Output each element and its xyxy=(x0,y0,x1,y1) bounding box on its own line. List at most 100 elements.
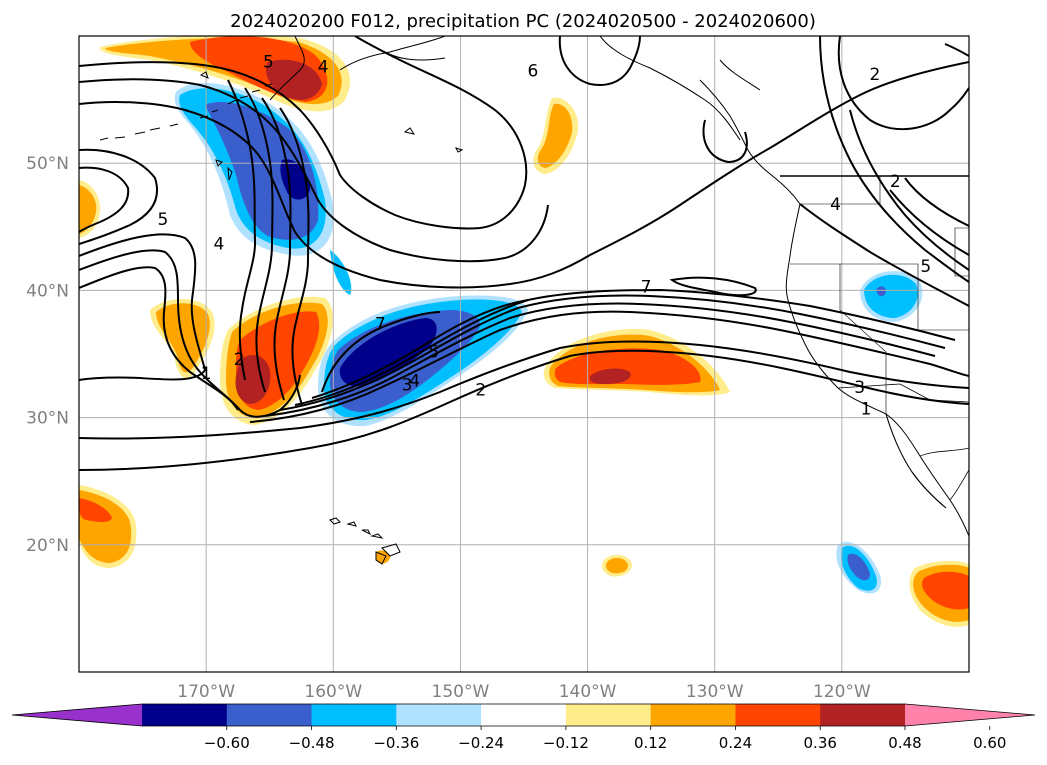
contour-line xyxy=(837,36,969,131)
contour-line xyxy=(79,61,969,289)
contour-line xyxy=(279,107,310,406)
colorbar-extend-min xyxy=(12,704,142,726)
contour-line xyxy=(79,349,969,471)
lon-tick-label: 150°W xyxy=(432,682,490,702)
positive-anomaly-hawaii xyxy=(376,550,632,577)
contour-line xyxy=(321,311,441,393)
colorbar-segment xyxy=(820,704,906,726)
contour-label: 1 xyxy=(201,364,212,384)
contour-line xyxy=(279,294,946,411)
lat-tick-label: 50°N xyxy=(26,154,69,174)
latitude-labels: 20°N 30°N 40°N 50°N xyxy=(26,154,69,556)
contour-label: 1 xyxy=(861,400,872,420)
contour-line xyxy=(558,36,641,86)
contour-label: 2 xyxy=(475,381,486,401)
colorbar-outline xyxy=(11,703,1036,727)
contour-label: 5 xyxy=(428,342,439,362)
contour-label: 3 xyxy=(854,378,865,398)
colorbar-tick-label: 0.48 xyxy=(888,734,921,752)
graticule xyxy=(79,36,969,672)
contour-line xyxy=(904,177,969,227)
contour-label: 2 xyxy=(890,172,901,192)
lon-tick-label: 120°W xyxy=(813,682,871,702)
colorbar-tick-label: 0.60 xyxy=(973,734,1006,752)
contour-label: 2 xyxy=(234,350,245,370)
positive-anomaly-southeast xyxy=(909,560,969,627)
lon-tick-label: 130°W xyxy=(686,682,744,702)
contour-line xyxy=(944,43,969,57)
contour-line xyxy=(227,79,257,381)
contour-line xyxy=(819,36,969,283)
aleutian-islands xyxy=(99,83,273,141)
contour-line xyxy=(311,299,529,399)
us-mexico-border xyxy=(837,383,969,403)
colorbar-segment xyxy=(650,704,736,726)
contour-line xyxy=(799,203,969,307)
contour-line xyxy=(669,276,757,297)
contour-line xyxy=(264,302,936,417)
contour-label: 3 xyxy=(402,376,413,396)
positive-anomaly-gulf-alaska xyxy=(533,97,579,174)
contour-line xyxy=(249,310,969,423)
lon-tick-label: 160°W xyxy=(304,682,362,702)
colorbar-tick-label: 0.12 xyxy=(634,734,667,752)
colorbar-tick-label: −0.60 xyxy=(204,734,250,752)
colorbar-tick-label: 0.36 xyxy=(804,734,837,752)
bc-coast xyxy=(699,59,801,205)
positive-anomaly-aleutian xyxy=(99,36,350,112)
colorbar-segment xyxy=(226,704,313,726)
contour-line xyxy=(79,148,158,245)
contour-line xyxy=(261,97,292,401)
contour-line xyxy=(79,266,239,411)
hawaii-islands xyxy=(329,517,401,565)
colorbar-segment xyxy=(311,704,397,726)
contour-line xyxy=(79,249,301,418)
lon-tick-label: 170°W xyxy=(177,682,235,702)
mexico-interior xyxy=(919,447,969,501)
contour-line xyxy=(702,119,748,164)
colorbar-tick-label: −0.36 xyxy=(373,734,419,752)
positive-anomaly-central xyxy=(543,329,730,396)
contour-line xyxy=(79,166,130,233)
colorbar-segment xyxy=(481,704,567,726)
contour-line xyxy=(294,288,956,406)
contour-label: 4 xyxy=(830,195,841,215)
contour-line xyxy=(849,109,969,271)
longitude-labels: 170°W 160°W 150°W 140°W 130°W 120°W xyxy=(177,682,871,702)
contour-line xyxy=(889,189,969,256)
colorbar-segment xyxy=(565,704,652,726)
contour-line xyxy=(79,36,528,230)
contour-label: 5 xyxy=(920,257,931,277)
small-islands xyxy=(199,71,464,181)
contour-label: 7 xyxy=(641,278,652,298)
contour-label: 5 xyxy=(263,52,274,72)
contour-label: 4 xyxy=(213,234,224,254)
negative-anomaly-baja xyxy=(836,541,882,594)
lon-tick-label: 140°W xyxy=(559,682,617,702)
colorbar-tick-label: 0.24 xyxy=(719,734,752,752)
lat-tick-label: 30°N xyxy=(26,409,69,429)
colorbar-extend-max xyxy=(905,704,1035,726)
map-frame xyxy=(78,35,970,673)
plot-title: 2024020200 F012, precipitation PC (20240… xyxy=(230,11,816,32)
contour-label: 2 xyxy=(870,65,881,85)
colorbar-tick-label: −0.48 xyxy=(289,734,335,752)
alaska-coast xyxy=(269,36,741,141)
contour-label: 4 xyxy=(409,372,420,392)
contour-label: 5 xyxy=(158,210,169,230)
coastlines xyxy=(99,36,969,565)
colorbar-segment xyxy=(396,704,482,726)
colorbar-segment xyxy=(142,704,228,726)
colorbar-tick-labels: −0.60 −0.48 −0.36 −0.24 −0.12 0.12 0.24 0.36 0.4… xyxy=(204,734,1007,752)
colorbar-tick-label: −0.12 xyxy=(543,734,589,752)
colorbar-tick-label: −0.24 xyxy=(458,734,504,752)
colorbar xyxy=(11,703,1036,730)
contour-line xyxy=(79,78,549,263)
contour-label: 6 xyxy=(527,61,538,81)
negative-anomaly-nevada xyxy=(860,271,923,322)
baja xyxy=(885,413,947,509)
contour-line xyxy=(244,87,274,393)
